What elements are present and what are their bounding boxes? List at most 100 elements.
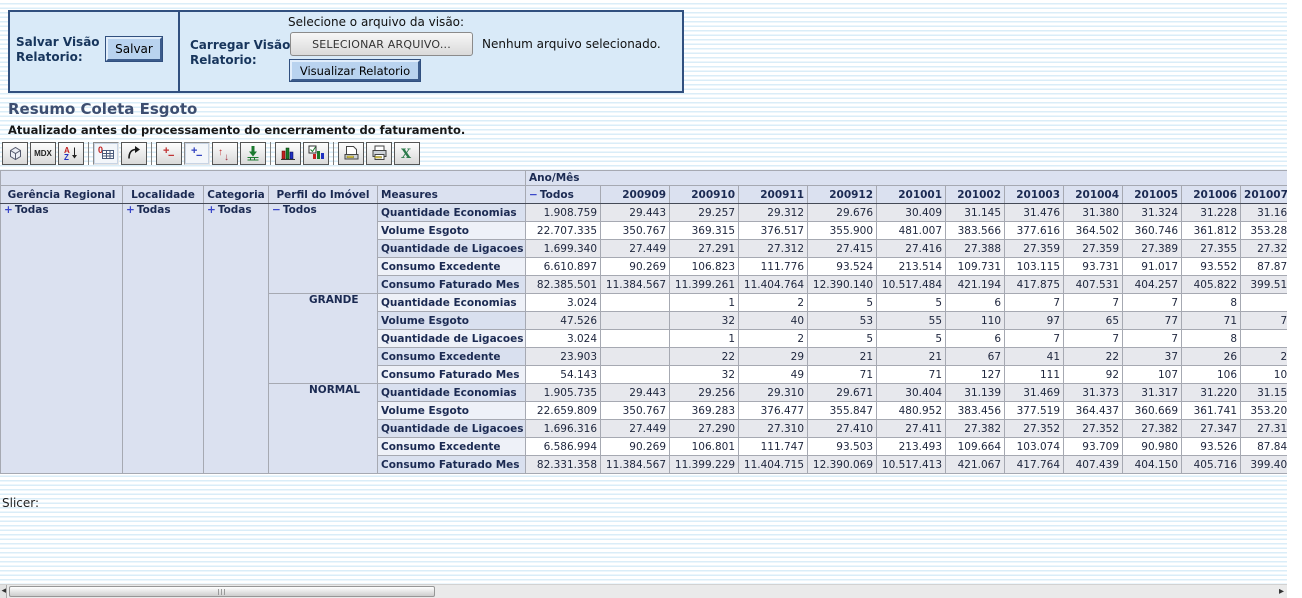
dimension-header: Localidade (123, 186, 204, 204)
column-header: 200912 (808, 186, 877, 204)
value-cell: 97 (1005, 312, 1064, 330)
save-view-label: Salvar Visão Relatorio: (16, 35, 100, 65)
file-prompt-label: Selecione o arquivo da visão: (288, 15, 464, 29)
measure-label-cell: Consumo Faturado Mes (378, 366, 526, 384)
value-cell: 7 (1005, 294, 1064, 312)
toolbar-separator (151, 142, 152, 165)
value-cell: 11.384.567 (601, 456, 670, 474)
value-cell: 350.767 (601, 222, 670, 240)
value-cell: 6 (946, 330, 1005, 348)
expand-icon[interactable]: + (126, 204, 135, 216)
drill-replace-icon[interactable]: ↑↓ (212, 142, 238, 165)
value-cell: 106.823 (670, 258, 739, 276)
value-cell: 6.586.994 (526, 438, 601, 456)
excel-export-icon[interactable]: X (394, 142, 420, 165)
chart-icon[interactable] (275, 142, 301, 165)
cube-navigator-icon[interactable] (2, 142, 28, 165)
dimension-header: Measures (378, 186, 526, 204)
pivot-table: Ano/MêsGerência RegionalLocalidadeCatego… (0, 170, 1287, 474)
print-icon[interactable] (366, 142, 392, 165)
report-view-panel: Salvar Visão Relatorio: Salvar Carregar … (8, 10, 684, 93)
sort-icon[interactable]: AZ (58, 142, 84, 165)
value-cell: 87.84 (1241, 438, 1287, 456)
mdx-button[interactable]: MDX (30, 142, 56, 165)
value-cell: 11.399.229 (670, 456, 739, 474)
value-cell: 417.764 (1005, 456, 1064, 474)
column-header: 201007 (1241, 186, 1287, 204)
value-cell: 27.359 (1005, 240, 1064, 258)
value-cell: 23.903 (526, 348, 601, 366)
swap-axes-icon[interactable] (121, 142, 147, 165)
value-cell: 5 (808, 294, 877, 312)
suppress-empty-icon[interactable]: 0 (93, 142, 119, 165)
slicer-label: Slicer: (2, 496, 39, 510)
value-cell: 111 (1005, 366, 1064, 384)
value-cell: 31.476 (1005, 204, 1064, 222)
value-cell: 377.519 (1005, 402, 1064, 420)
horizontal-scrollbar[interactable]: ◂ ▸ (0, 584, 1287, 598)
value-cell: 110 (946, 312, 1005, 330)
value-cell: 31.145 (946, 204, 1005, 222)
value-cell: 27.310 (739, 420, 808, 438)
value-cell: 127 (946, 366, 1005, 384)
drill-through-icon[interactable] (240, 142, 266, 165)
scrollbar-grip-icon (218, 589, 227, 595)
scrollbar-thumb[interactable] (9, 586, 435, 597)
column-header: 200911 (739, 186, 808, 204)
collapse-icon[interactable]: − (272, 204, 281, 216)
select-file-button[interactable]: SELECIONAR ARQUIVO... (290, 32, 473, 56)
chart-config-icon[interactable] (303, 142, 329, 165)
dimension-cell: +Todas (204, 204, 269, 474)
view-report-button[interactable]: Visualizar Relatorio (290, 60, 420, 81)
expand-icon[interactable]: + (4, 204, 13, 216)
dimension-header: Gerência Regional (1, 186, 123, 204)
value-cell: 213.493 (877, 438, 946, 456)
value-cell: 8 (1182, 330, 1241, 348)
value-cell: 93.709 (1064, 438, 1123, 456)
value-cell: 22 (1064, 348, 1123, 366)
value-cell: 27.355 (1182, 240, 1241, 258)
page-subtitle: Atualizado antes do processamento do enc… (8, 123, 465, 137)
value-cell: 90.269 (601, 438, 670, 456)
value-cell: 93.552 (1182, 258, 1241, 276)
value-cell: 32 (670, 366, 739, 384)
value-cell: 377.616 (1005, 222, 1064, 240)
value-cell: 6 (946, 294, 1005, 312)
value-cell: 30.409 (877, 204, 946, 222)
value-cell: 27.312 (739, 240, 808, 258)
value-cell: 93.524 (808, 258, 877, 276)
scroll-right-arrow-icon[interactable]: ▸ (1279, 586, 1284, 598)
save-button[interactable]: Salvar (106, 37, 162, 61)
value-cell: 27.352 (1064, 420, 1123, 438)
collapse-icon[interactable]: − (529, 189, 538, 201)
scroll-left-arrow-icon[interactable]: ◂ (0, 585, 7, 598)
perfil-cell: NORMAL (269, 384, 378, 474)
column-header: 201004 (1064, 186, 1123, 204)
drill-member-icon[interactable]: +− (156, 142, 182, 165)
drill-position-icon[interactable]: +− (184, 142, 210, 165)
value-cell: 27.388 (946, 240, 1005, 258)
print-config-icon[interactable] (338, 142, 364, 165)
value-cell: 10 (1241, 366, 1287, 384)
measure-label-cell: Consumo Faturado Mes (378, 276, 526, 294)
value-cell: 106 (1182, 366, 1241, 384)
value-cell: 407.439 (1064, 456, 1123, 474)
value-cell: 27.410 (808, 420, 877, 438)
value-cell: 361.812 (1182, 222, 1241, 240)
dimension-cell: +Todas (1, 204, 123, 474)
value-cell: 82.385.501 (526, 276, 601, 294)
value-cell: 29.256 (670, 384, 739, 402)
value-cell (601, 294, 670, 312)
value-cell: 12.390.069 (808, 456, 877, 474)
column-header: 201003 (1005, 186, 1064, 204)
value-cell: 26 (1182, 348, 1241, 366)
value-cell: 2 (739, 294, 808, 312)
value-cell: 369.283 (670, 402, 739, 420)
value-cell (601, 312, 670, 330)
value-cell: 71 (808, 366, 877, 384)
toolbar-separator (333, 142, 334, 165)
expand-icon[interactable]: + (207, 204, 216, 216)
value-cell: 10.517.413 (877, 456, 946, 474)
value-cell: 1 (670, 294, 739, 312)
value-cell: 399.51 (1241, 276, 1287, 294)
